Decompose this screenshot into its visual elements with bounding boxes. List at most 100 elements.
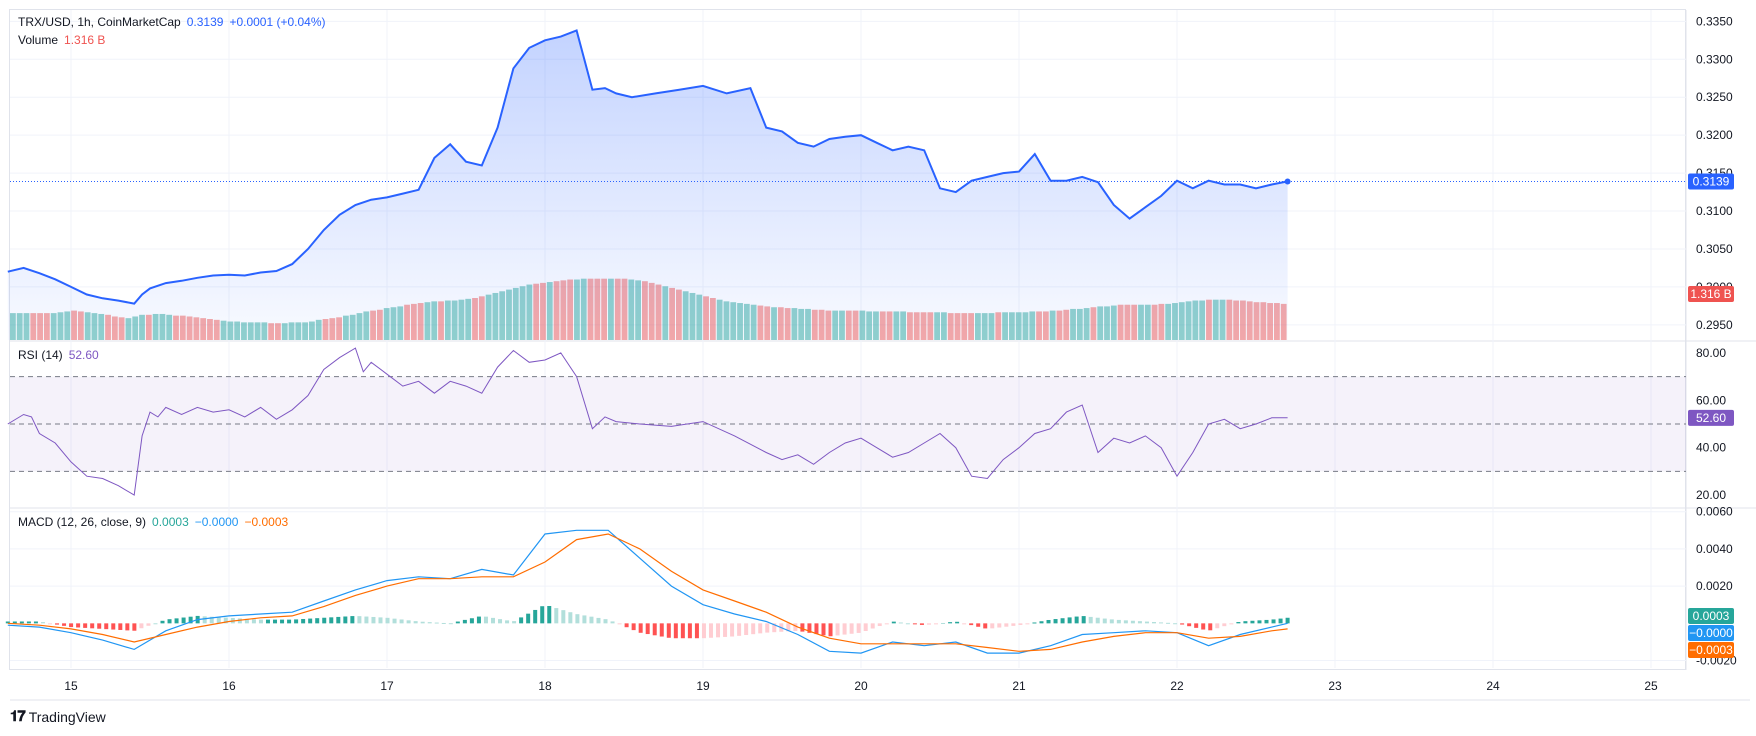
macd-histogram-bar: [301, 618, 306, 624]
macd-histogram-bar: [1102, 618, 1107, 624]
x-tick-label: 20: [854, 679, 868, 693]
macd-histogram-bar: [12, 621, 17, 624]
y-tick-label: 0.3100: [1696, 204, 1733, 218]
macd-signal-tag-bg: [1688, 642, 1734, 658]
last-price-tag: 0.3139: [1693, 174, 1730, 188]
macd-line-tag: −0.0000: [1689, 626, 1733, 640]
volume-value: 1.316 B: [64, 33, 106, 47]
macd-histogram-bar: [687, 623, 692, 639]
rsi-tick-label: 40.00: [1696, 441, 1726, 455]
macd-histogram-bar: [561, 610, 566, 624]
price-area: [7, 30, 1288, 340]
macd-histogram-bar: [188, 616, 193, 624]
macd-histogram-bar: [1137, 621, 1142, 624]
macd-histogram-bar: [441, 622, 446, 624]
macd-histogram-bar: [863, 623, 868, 631]
macd-histogram-bar: [1159, 622, 1164, 624]
x-tick-label: 24: [1486, 679, 1500, 693]
macd-histogram-bar: [1130, 620, 1135, 624]
macd-histogram-bar: [462, 619, 467, 624]
tradingview-brand[interactable]: 𝟏𝟕 TradingView: [10, 708, 106, 725]
macd-histogram-bar: [1053, 619, 1058, 624]
macd-histogram-bar: [174, 618, 179, 624]
macd-histogram-bar: [139, 623, 144, 629]
price-value: 0.3139: [186, 15, 224, 29]
macd-histogram-bar: [455, 621, 460, 624]
macd-histogram-bar: [948, 622, 953, 624]
macd-histogram-bar: [223, 617, 228, 624]
macd-hist-tag: 0.0003: [1693, 609, 1730, 623]
macd-histogram-bar: [540, 606, 545, 624]
macd-histogram-bar: [1011, 623, 1016, 626]
macd-histogram-bar: [884, 623, 889, 625]
rsi-tick-label: 60.00: [1696, 393, 1726, 407]
macd-histogram-bar: [1229, 623, 1234, 625]
macd-histogram-bar: [1285, 617, 1290, 624]
macd-histogram-bar: [111, 623, 116, 630]
macd-histogram-bar: [181, 617, 186, 624]
macd-histogram-bar: [926, 623, 931, 625]
macd-histogram-bar: [898, 622, 903, 624]
macd-histogram-bar: [856, 623, 861, 633]
macd-histogram-bar: [1116, 619, 1121, 624]
macd-histogram-bar: [244, 618, 249, 624]
y-tick-label: 0.3300: [1696, 52, 1733, 66]
macd-histogram-bar: [512, 621, 517, 624]
macd-histogram-bar: [251, 619, 256, 624]
macd-histogram-bar: [83, 623, 88, 628]
macd-histogram-bar: [322, 617, 327, 624]
rsi-legend: RSI (14) 52.60: [18, 348, 105, 362]
macd-histogram-bar: [941, 622, 946, 624]
macd-histogram-bar: [427, 622, 432, 624]
last-price-tag-bg: [1688, 173, 1734, 190]
macd-histogram-bar: [315, 618, 320, 624]
price-change: +0.0001 (+0.04%): [229, 15, 326, 29]
macd-histogram-bar: [1180, 623, 1185, 625]
macd-histogram-bar: [378, 617, 383, 624]
macd-hist-tag-bg: [1688, 608, 1734, 624]
macd-histogram-bar: [723, 623, 728, 637]
macd-histogram-bar: [708, 623, 713, 638]
macd-histogram-bar: [1250, 620, 1255, 624]
macd-histogram-bar: [280, 619, 285, 624]
macd-histogram-bar: [1222, 623, 1227, 627]
macd-histogram-bar: [483, 616, 488, 624]
macd-histogram-bar: [1032, 622, 1037, 624]
macd-histogram-bar: [505, 620, 510, 624]
macd-histogram-bar: [786, 623, 791, 632]
macd-histogram-bar: [1018, 623, 1023, 625]
x-tick-label: 16: [222, 679, 236, 693]
macd-histogram-bar: [624, 623, 629, 628]
macd-histogram-bar: [526, 613, 531, 624]
macd-histogram-bar: [533, 609, 538, 624]
rsi-tick-label: 20.00: [1696, 488, 1726, 502]
macd-histogram-bar: [97, 623, 102, 629]
macd-histogram-bar: [905, 623, 910, 625]
macd-histogram-bar: [1081, 616, 1086, 624]
y-tick-label: 0.2950: [1696, 318, 1733, 332]
macd-histogram-bar: [575, 614, 580, 624]
macd-histogram-bar: [645, 623, 650, 635]
macd-histogram-bar: [1095, 617, 1100, 624]
macd-histogram-bar: [990, 623, 995, 629]
macd-histogram-bar: [800, 623, 805, 632]
x-tick-label: 18: [538, 679, 552, 693]
macd-hist-value: 0.0003: [152, 515, 189, 529]
macd-histogram-bar: [969, 623, 974, 626]
macd-histogram-bar: [1201, 623, 1206, 630]
brand-label: TradingView: [28, 708, 106, 725]
macd-histogram-bar: [19, 621, 24, 624]
y-tick-label: 0.3050: [1696, 242, 1733, 256]
macd-histogram-bar: [582, 615, 587, 624]
x-tick-label: 15: [64, 679, 78, 693]
macd-histogram-bar: [1088, 616, 1093, 624]
macd-histogram-bar: [146, 623, 151, 626]
volume-legend: Volume 1.316 B: [18, 33, 111, 47]
x-tick-label: 17: [380, 679, 394, 693]
macd-histogram-bar: [828, 623, 833, 637]
macd-histogram-bar: [1243, 621, 1248, 624]
macd-histogram-bar: [406, 620, 411, 624]
macd-histogram-bar: [1208, 623, 1213, 631]
x-tick-label: 23: [1328, 679, 1342, 693]
